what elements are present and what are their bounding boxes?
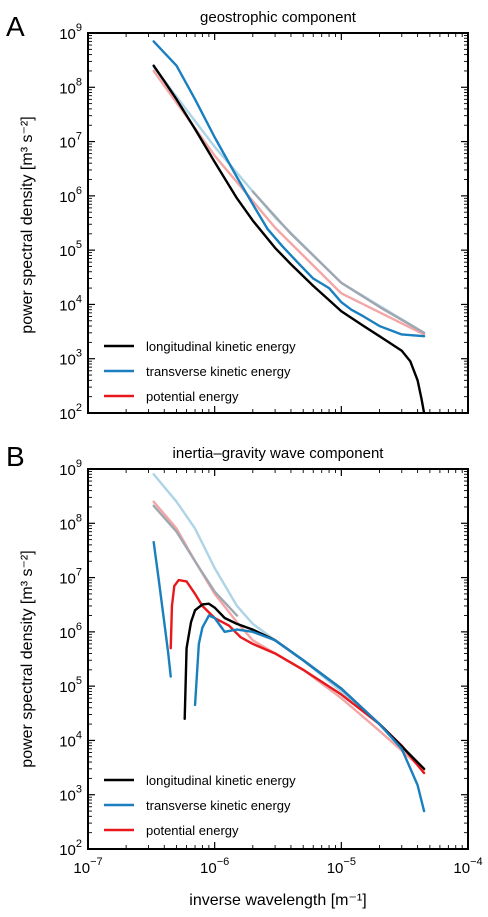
axes-frame-a	[87, 32, 469, 414]
y-axis-label-b: power spectral density [m³ s⁻²]	[19, 550, 36, 767]
panel-title-a: geostrophic component	[200, 9, 357, 26]
ticks-b: 102 103 104 105 106 107 108 109 10−7 10−6 10−5 10−4	[59, 458, 482, 877]
y-tick-label: 102	[59, 838, 82, 859]
y-tick-label: 106	[59, 621, 82, 642]
legend-b: longitudinal kinetic energy transverse ki…	[104, 773, 296, 838]
y-tick-label: 105	[59, 675, 82, 696]
legend-label: potential energy	[146, 823, 239, 838]
y-axis-label-a: power spectral density [m³ s⁻²]	[19, 116, 36, 333]
y-tick-label: 102	[59, 402, 82, 423]
y-tick-label: 108	[59, 76, 82, 97]
panel-letter-a: A	[6, 11, 25, 42]
y-tick-label: 103	[59, 784, 82, 805]
panel-title-b: inertia–gravity wave component	[173, 445, 385, 462]
x-tick-label: 10−6	[200, 856, 229, 877]
legend-label: transverse kinetic energy	[146, 364, 291, 379]
y-tick-label: 109	[59, 458, 82, 479]
panel-b: B inertia–gravity wave component power s…	[6, 441, 483, 909]
legend-a: longitudinal kinetic energy transverse ki…	[104, 339, 296, 404]
series-line-0	[152, 473, 426, 771]
plot-area-b	[152, 473, 426, 813]
series-line-4	[152, 64, 426, 413]
series-line-3	[152, 40, 426, 338]
y-tick-label: 107	[59, 131, 82, 152]
y-tick-label: 104	[59, 729, 82, 750]
legend-label: potential energy	[146, 389, 239, 404]
ticks-a: 102 103 104 105 106 107 108 109	[59, 22, 469, 423]
x-tick-label: 10−7	[73, 856, 102, 877]
y-tick-label: 103	[59, 348, 82, 369]
axes-frame-b	[87, 468, 469, 850]
series-line-5	[152, 540, 172, 678]
panel-letter-b: B	[6, 441, 25, 472]
y-tick-label: 106	[59, 185, 82, 206]
legend-label: longitudinal kinetic energy	[146, 773, 296, 788]
y-tick-label: 107	[59, 567, 82, 588]
series-line-1	[152, 69, 426, 336]
series-line-4	[183, 602, 426, 771]
series-line-2	[251, 190, 426, 335]
x-tick-label: 10−4	[453, 856, 482, 877]
series-line-2	[152, 504, 239, 617]
panel-a: A geostrophic component power spectral d…	[6, 9, 469, 423]
y-tick-label: 105	[59, 239, 82, 260]
y-tick-label: 109	[59, 22, 82, 43]
series-line-3	[169, 578, 426, 775]
series-line-0	[152, 65, 426, 335]
plot-area-a	[152, 40, 426, 413]
y-tick-label: 104	[59, 293, 82, 314]
x-tick-label: 10−5	[327, 856, 356, 877]
x-axis-label: inverse wavelength [m⁻¹]	[189, 892, 366, 909]
series-line-6	[193, 614, 426, 813]
y-tick-label: 108	[59, 512, 82, 533]
legend-label: transverse kinetic energy	[146, 798, 291, 813]
legend-label: longitudinal kinetic energy	[146, 339, 296, 354]
